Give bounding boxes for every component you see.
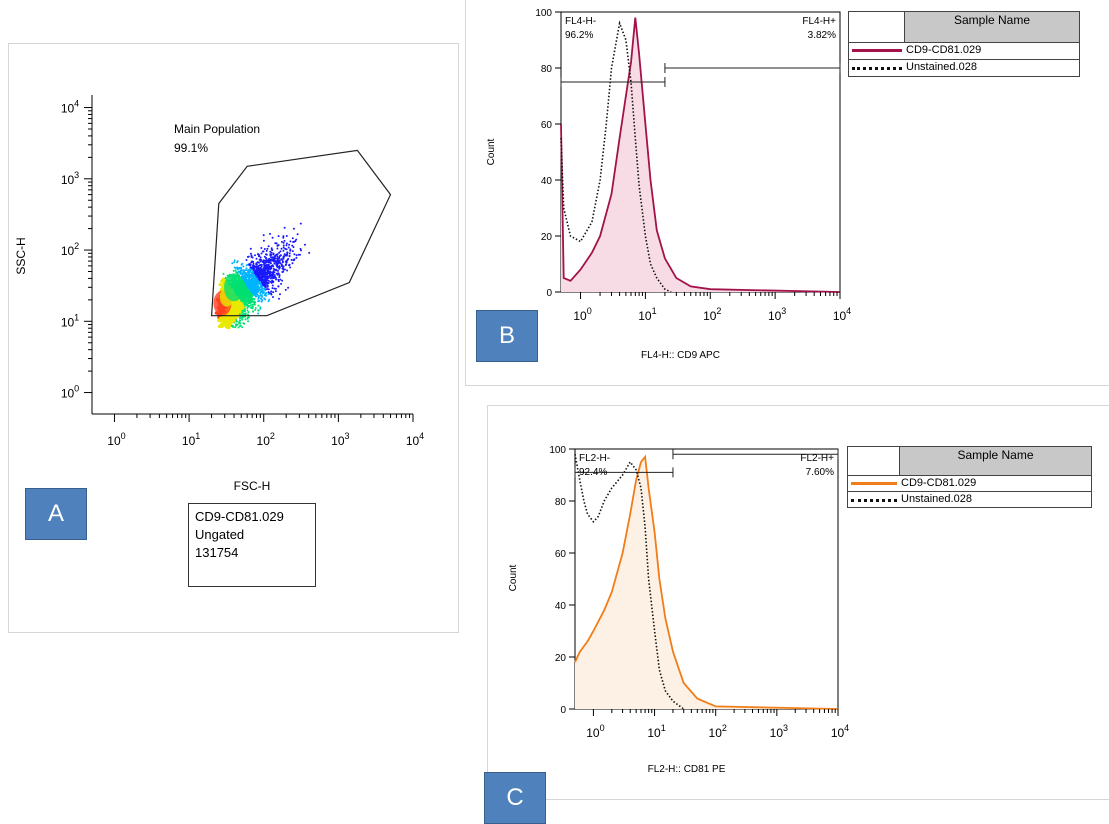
x-tick-label-base: 10	[831, 726, 845, 740]
scatter-point	[254, 307, 257, 309]
y-axis-title: Count	[508, 564, 519, 591]
x-tick-label: 101	[647, 723, 665, 740]
x-tick-label-exp: 4	[844, 723, 849, 733]
x-tick-label: 100	[586, 723, 604, 740]
scatter-point	[260, 300, 263, 303]
scatter-point	[270, 247, 273, 250]
scatter-point	[255, 257, 258, 260]
x-tick-label-exp: 1	[661, 723, 666, 733]
scatter-point	[267, 300, 270, 303]
panel-a-frame	[8, 43, 459, 633]
legend-c-label-1: CD9-CD81.029	[901, 477, 977, 489]
x-tick-label: 102	[709, 723, 727, 740]
x-axis-title: FL2-H:: CD81 PE	[648, 764, 726, 775]
scatter-point	[282, 249, 285, 252]
gate-0-name: FL2-H-	[579, 453, 610, 464]
scatter-point	[277, 269, 279, 272]
scatter-point	[254, 309, 257, 311]
y-tick-label: 20	[555, 653, 567, 664]
x-tick-label-base: 10	[586, 726, 600, 740]
scatter-point	[260, 247, 263, 249]
scatter-point	[266, 247, 269, 250]
scatter-point	[282, 265, 285, 268]
scatter-point	[265, 253, 267, 256]
scatter-point	[283, 226, 286, 229]
y-tick-label: 100	[549, 445, 566, 456]
x-tick-label-base: 10	[709, 726, 723, 740]
y-tick-label: 80	[555, 497, 567, 508]
gate-1-name: FL2-H+	[800, 453, 834, 464]
gate-0-percent: 92.4%	[579, 467, 607, 478]
x-tick-label-base: 10	[770, 726, 784, 740]
scatter-point	[280, 258, 283, 261]
x-tick-label: 103	[770, 723, 788, 740]
scatter-point	[287, 246, 290, 249]
legend-c-label-2: Unstained.028	[901, 493, 972, 505]
panel-tag-c: C	[484, 772, 546, 824]
scatter-point	[270, 251, 273, 254]
scatter-point	[249, 247, 252, 250]
scatter-point	[249, 304, 252, 307]
scatter-point	[239, 322, 242, 325]
legend-c-swatch-2	[851, 499, 897, 502]
scatter-point	[290, 258, 293, 261]
scatter-point	[291, 237, 294, 240]
scatter-point	[270, 290, 273, 293]
y-tick-label: 40	[555, 601, 567, 612]
scatter-point	[277, 278, 280, 281]
legend-c-header: Sample Name	[899, 447, 1091, 476]
legend-c-row-1: CD9-CD81.029	[848, 476, 1091, 492]
scatter-point	[263, 248, 266, 250]
gate-1-percent: 7.60%	[806, 467, 834, 478]
scatter-point	[283, 239, 286, 242]
y-tick-label: 60	[555, 549, 567, 560]
scatter-point	[222, 273, 225, 275]
legend-c: Sample Name CD9-CD81.029 Unstained.028	[847, 446, 1092, 508]
scatter-point	[291, 250, 294, 253]
x-tick-label: 104	[831, 723, 849, 740]
scatter-point	[295, 256, 298, 259]
legend-c-swatch-1	[851, 482, 897, 485]
x-tick-label-exp: 2	[722, 723, 727, 733]
scatter-points	[213, 222, 311, 330]
x-tick-label-exp: 3	[783, 723, 788, 733]
scatter-point	[271, 287, 274, 290]
legend-c-row-2: Unstained.028	[848, 492, 1091, 507]
scatter-point	[244, 318, 247, 321]
scatter-point	[249, 252, 252, 255]
x-tick-label-exp: 0	[600, 723, 605, 733]
scatter-point	[250, 254, 253, 257]
scatter-point	[233, 261, 236, 264]
scatter-point	[259, 306, 262, 309]
legend-c-header-spacer	[848, 447, 899, 476]
scatter-point	[257, 312, 260, 315]
scatter-point	[279, 278, 282, 281]
scatter-point	[278, 276, 281, 278]
scatter-point	[299, 222, 302, 225]
y-tick-label: 0	[560, 705, 566, 716]
scatter-point	[282, 246, 285, 249]
scatter-point	[231, 262, 234, 265]
x-tick-label-base: 10	[647, 726, 661, 740]
scatter-point	[269, 250, 272, 253]
